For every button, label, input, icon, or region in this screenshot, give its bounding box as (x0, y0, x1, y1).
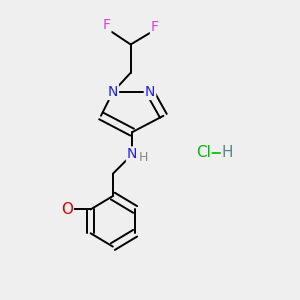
Text: F: F (103, 18, 111, 32)
Text: N: N (108, 85, 118, 99)
Text: H: H (139, 151, 148, 164)
Text: O: O (61, 202, 73, 217)
Text: N: N (145, 85, 155, 99)
Text: N: N (127, 148, 137, 161)
Text: H: H (221, 146, 233, 160)
Text: Cl: Cl (196, 146, 211, 160)
Text: F: F (151, 20, 158, 34)
